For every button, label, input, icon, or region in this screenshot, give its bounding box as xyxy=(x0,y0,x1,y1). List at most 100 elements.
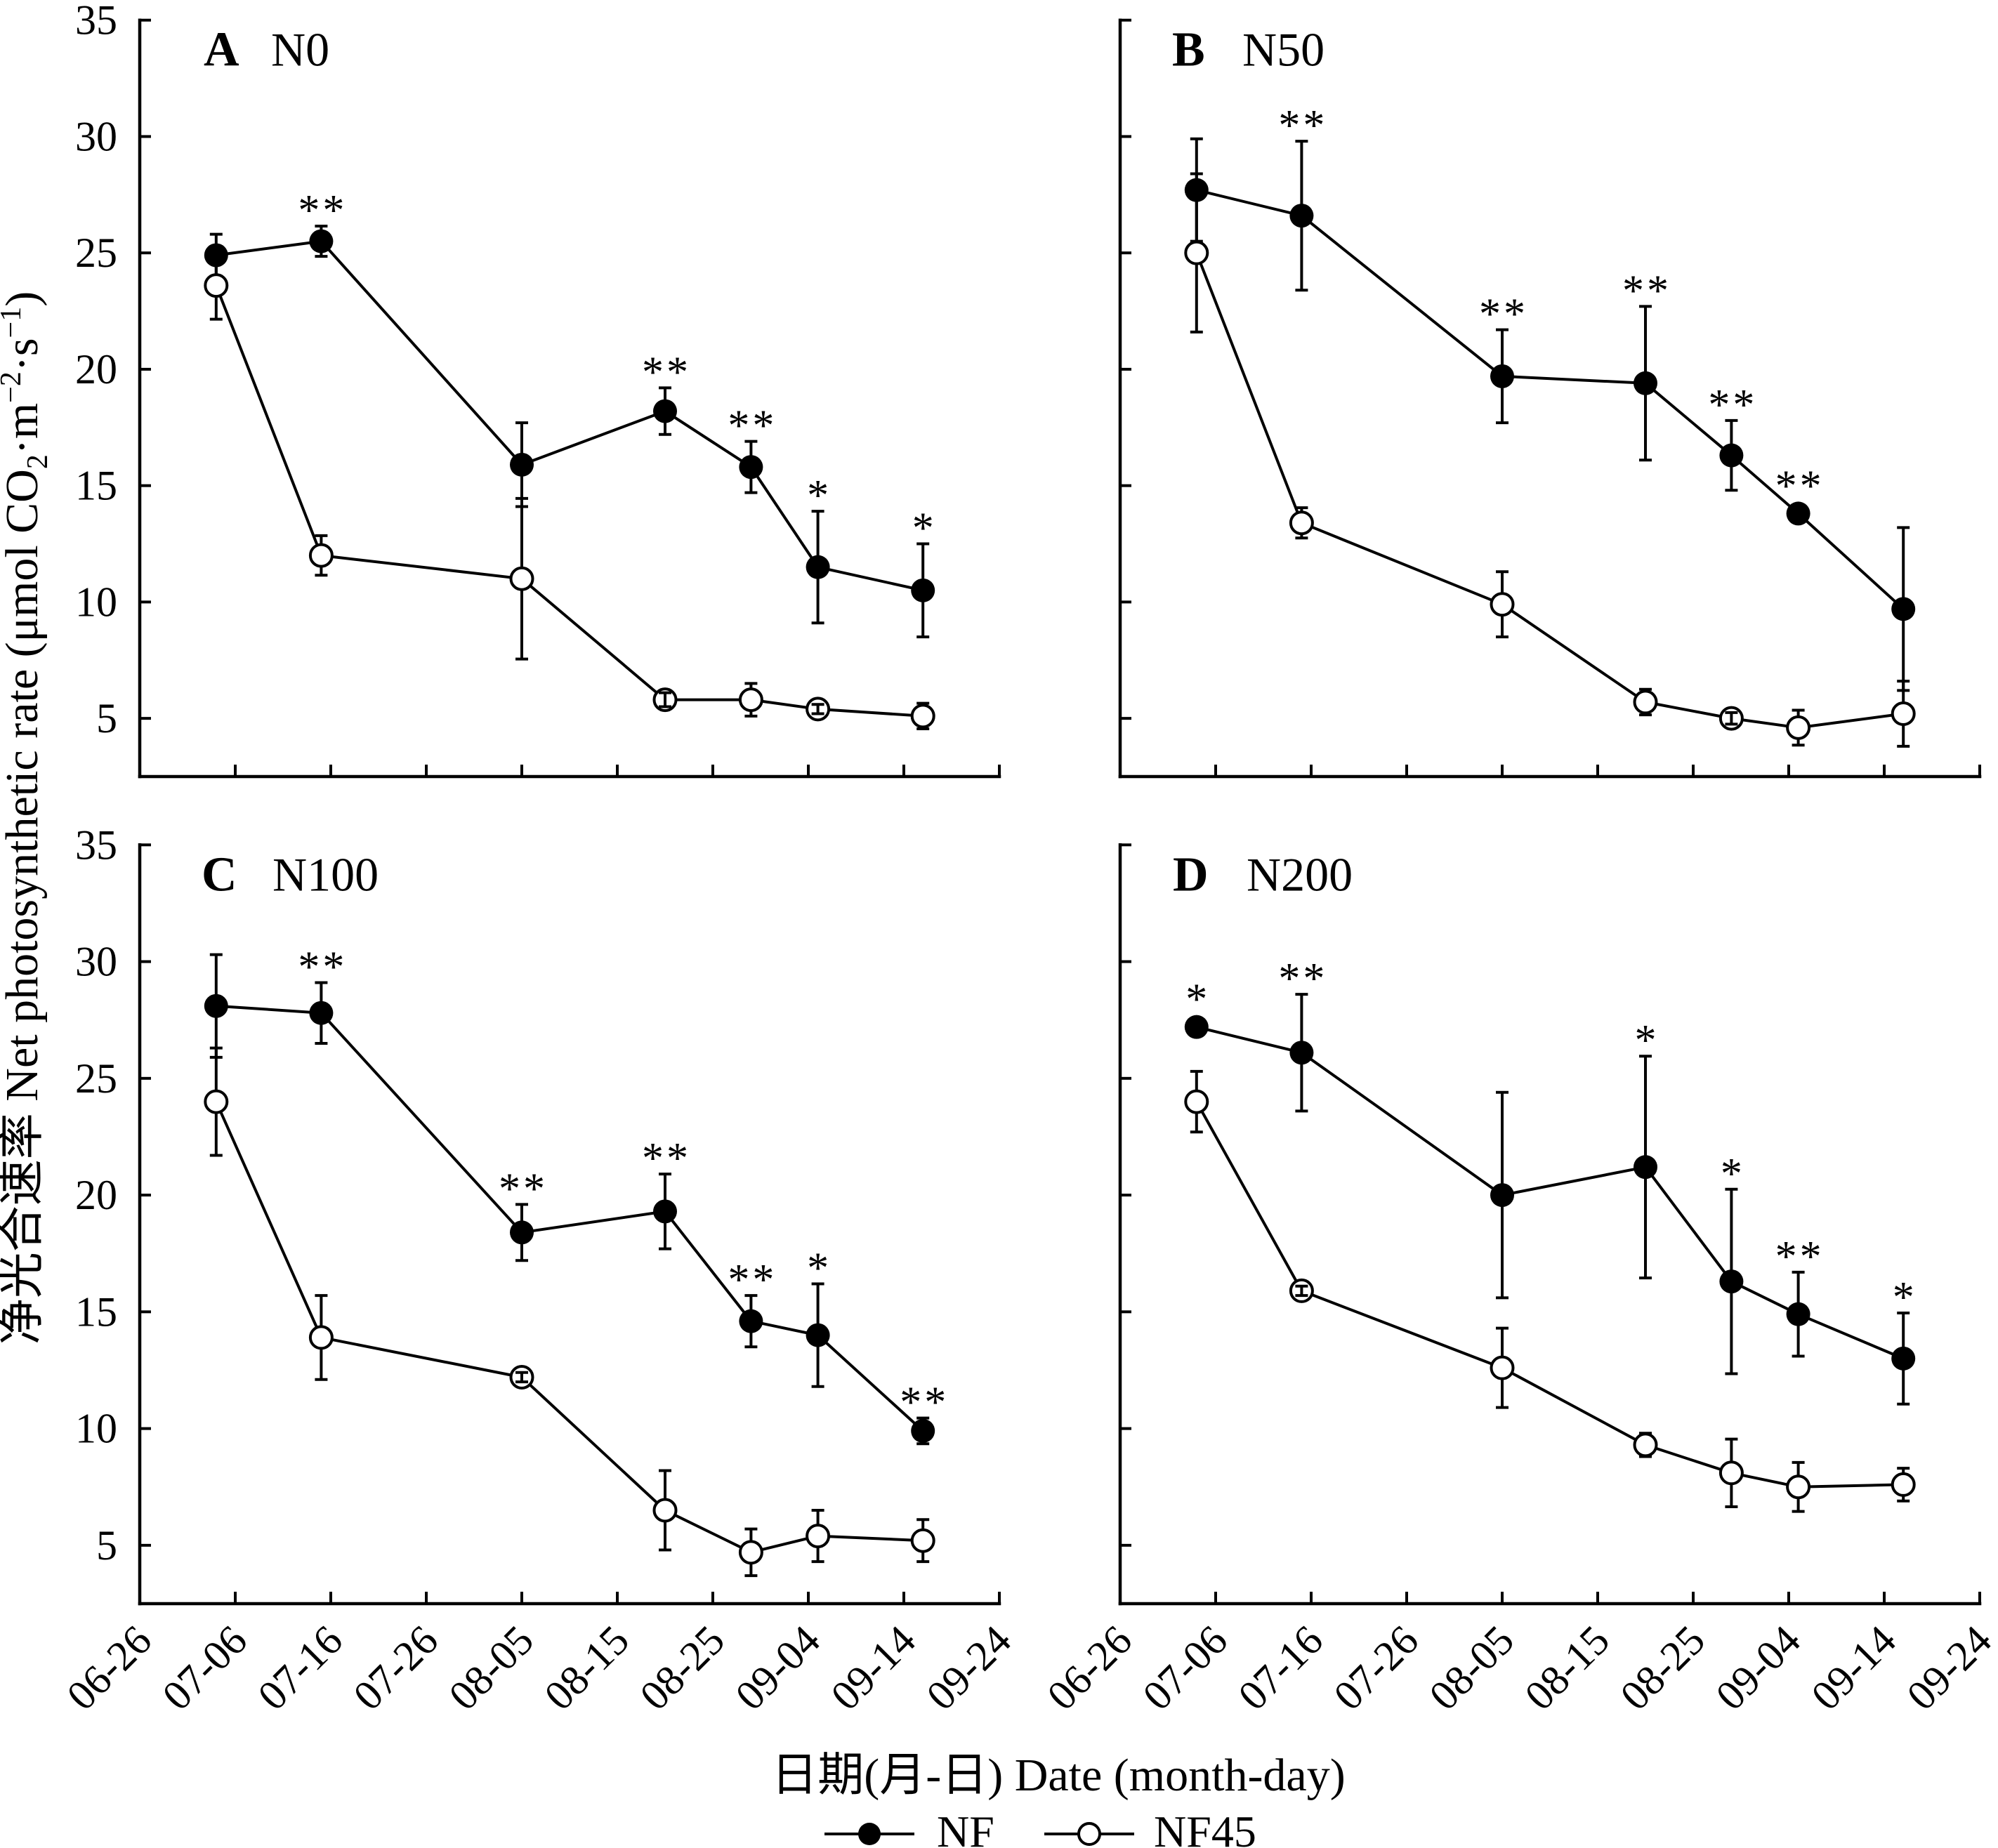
nf45-error-bar xyxy=(659,691,671,708)
significance-label: ** xyxy=(1775,462,1825,510)
y-tick-label: 30 xyxy=(75,113,117,159)
panel-letter: C xyxy=(202,847,237,902)
nf-filled-circle-marker xyxy=(1184,178,1209,202)
panel-c: 510152025303506-2607-0607-1607-2608-0508… xyxy=(58,821,1020,1719)
legend-item-nf: NF xyxy=(824,1807,994,1848)
x-tick-label: 07-06 xyxy=(154,1617,256,1720)
axes: 5 10 15 20 25 30 35 xyxy=(75,0,1001,779)
panel-b: ** ** ** ** ** B N50 xyxy=(1118,18,1982,779)
nf-filled-circle-marker xyxy=(911,578,935,602)
nf45-open-circle-marker xyxy=(738,1540,763,1565)
nf-filled-circle-marker xyxy=(739,1309,763,1333)
x-tick-label: 09-24 xyxy=(918,1617,1020,1720)
significance-label: * xyxy=(1721,1150,1745,1198)
nf45-open-circle-marker xyxy=(1786,715,1811,740)
significance-label: ** xyxy=(1622,267,1671,315)
y-tick-label: 35 xyxy=(75,0,117,44)
x-tick-label: 09-04 xyxy=(727,1617,829,1720)
nf45-open-circle-marker xyxy=(204,273,229,298)
y-tick-label: 5 xyxy=(96,1522,117,1569)
panel-title: N200 xyxy=(1247,847,1353,901)
panel-title: N0 xyxy=(271,23,329,77)
x-tick-label: 09-14 xyxy=(1803,1617,1905,1720)
significance-label: ** xyxy=(499,1165,548,1213)
significance-label: ** xyxy=(1708,381,1757,429)
x-tick-label: 09-24 xyxy=(1898,1617,1998,1720)
panel-d: 06-2607-0607-1607-2608-0508-1508-2509-04… xyxy=(1039,843,1998,1720)
nf45-open-circle-marker xyxy=(1891,701,1916,727)
nf-filled-circle-marker xyxy=(204,243,228,268)
x-tick-label: 09-14 xyxy=(822,1617,925,1720)
x-tick-label: 07-16 xyxy=(1230,1617,1332,1720)
x-tick-label: 09-04 xyxy=(1707,1617,1810,1720)
x-tick-label: 07-26 xyxy=(345,1617,447,1720)
nf-markers xyxy=(204,229,935,602)
nf45-error-bar xyxy=(1725,711,1738,726)
axes: 06-2607-0607-1607-2608-0508-1508-2509-04… xyxy=(1039,843,1998,1720)
nf45-open-circle-marker xyxy=(1184,1089,1209,1114)
x-tick-label: 08-25 xyxy=(1612,1617,1714,1720)
y-axis-title-unit-m: ·m xyxy=(0,403,48,454)
nf-filled-circle-marker xyxy=(653,399,677,423)
significance-label: ** xyxy=(642,348,691,396)
x-tick-label: 07-26 xyxy=(1325,1617,1428,1720)
nf45-open-circle-marker xyxy=(1786,1474,1811,1500)
nf-filled-circle-marker xyxy=(1891,1346,1916,1371)
panel-letter: B xyxy=(1172,23,1205,77)
nf45-open-circle-marker xyxy=(1633,1432,1658,1458)
nf-filled-circle-marker xyxy=(739,455,763,480)
x-axis-title: 日期(月-日) Date (month-day) xyxy=(771,1750,1345,1801)
legend-item-nf45: NF45 xyxy=(1044,1807,1256,1848)
x-tick-label: 07-06 xyxy=(1134,1617,1237,1720)
significance-label: ** xyxy=(1278,102,1327,150)
nf-filled-circle-marker xyxy=(1786,1302,1810,1326)
x-tick-label: 06-26 xyxy=(1039,1617,1141,1720)
panel-title: N50 xyxy=(1242,23,1325,77)
error-bars-small xyxy=(515,1371,528,1384)
y-tick-label: 15 xyxy=(75,1288,117,1335)
filled-circle-icon xyxy=(858,1823,881,1845)
error-bars xyxy=(1190,137,1910,748)
y-axis-title-superscript-m: −2 xyxy=(0,371,27,403)
error-bars-small xyxy=(1190,1018,1308,1298)
y-tick-label: 20 xyxy=(75,1172,117,1218)
open-circle-icon xyxy=(1077,1822,1101,1846)
significance-label: ** xyxy=(642,1135,691,1182)
legend: NF NF45 xyxy=(824,1807,1256,1848)
x-tick-label: 08-25 xyxy=(631,1617,734,1720)
nf-error-bar xyxy=(1190,1018,1203,1036)
significance-label: ** xyxy=(900,1379,949,1427)
nf-filled-circle-marker xyxy=(806,1323,830,1347)
y-axis-title-main: 净光合速率 Net photosynthetic rate (μmol CO xyxy=(0,469,48,1345)
y-tick-label: 30 xyxy=(75,939,117,985)
nf-filled-circle-marker xyxy=(309,1001,334,1025)
x-tick-label: 08-05 xyxy=(440,1617,543,1720)
x-tick-label: 06-26 xyxy=(58,1617,161,1720)
nf-markers xyxy=(204,994,935,1443)
x-tick-label: 07-16 xyxy=(249,1617,352,1720)
x-tick-label: 08-15 xyxy=(1516,1617,1619,1720)
y-axis-title: 净光合速率 Net photosynthetic rate (μmol CO2·… xyxy=(0,291,54,1345)
panel-letter: A xyxy=(204,23,239,77)
nf-filled-circle-marker xyxy=(1490,1183,1514,1208)
y-tick-label: 10 xyxy=(75,579,117,625)
nf45-error-bar xyxy=(1295,1284,1308,1298)
nf45-open-circle-marker xyxy=(1490,592,1515,617)
significance-label: ** xyxy=(1479,291,1528,338)
nf45-open-circle-marker xyxy=(308,543,334,568)
significance-label: * xyxy=(1893,1274,1917,1321)
significance-label: * xyxy=(912,505,937,553)
significance-label: ** xyxy=(728,402,777,450)
nf45-open-circle-marker xyxy=(509,566,534,591)
y-tick-label: 15 xyxy=(75,463,117,509)
nf-filled-circle-marker xyxy=(911,1418,935,1443)
nf-filled-circle-marker xyxy=(1490,364,1514,388)
nf45-open-circle-marker xyxy=(1718,1460,1744,1486)
significance-label: * xyxy=(807,1244,832,1292)
significance-label: ** xyxy=(298,187,347,235)
y-tick-label: 25 xyxy=(75,230,117,276)
nf45-open-circle-marker xyxy=(1490,1355,1515,1380)
x-tick-label: 08-05 xyxy=(1421,1617,1523,1720)
